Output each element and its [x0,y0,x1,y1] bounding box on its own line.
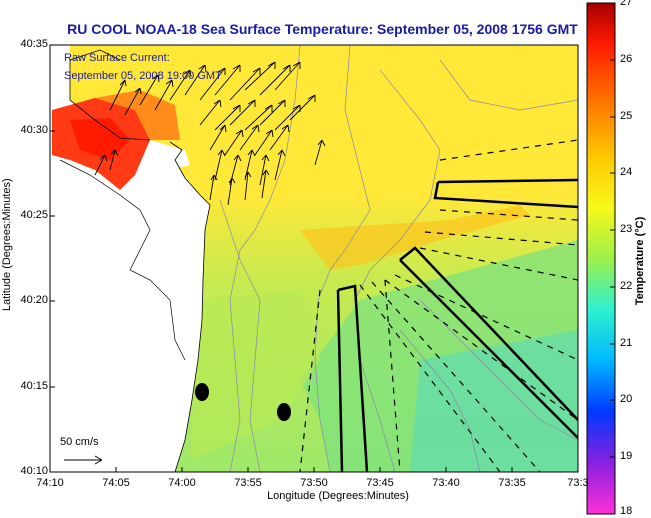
x-tick-label: 73:40 [432,477,460,489]
land-area [50,45,70,110]
legend-current-time: September 05, 2008 19:00 GMT [64,70,222,82]
colorbar-tick-label: 21 [620,337,633,349]
bathymetry-contours [219,45,578,472]
scale-label: 50 cm/s [60,436,99,448]
colorbar-tick-label: 18 [620,505,633,517]
y-tick-label: 40:10 [20,465,48,477]
x-tick-label: 73:55 [234,477,262,489]
coastline [59,159,186,361]
warm-water-band [300,205,530,270]
colorbar-tick-label: 23 [620,223,633,235]
land-area [50,160,205,472]
tick-marks [49,44,579,473]
x-tick-label: 74:00 [168,477,196,489]
station-marker [277,403,291,421]
x-tick-label: 74:05 [102,477,130,489]
transects [299,139,578,472]
colorbar-tick-label: 24 [620,166,633,178]
colorbar-tick-label: 27 [620,0,633,8]
colorbar [586,2,616,515]
y-tick-label: 40:35 [20,38,48,50]
x-tick-label: 73:3 [567,477,589,489]
x-axis-label: Longitude (Degrees:Minutes) [267,490,409,502]
colorbar-ticks [610,59,615,458]
y-tick-label: 40:15 [20,380,48,392]
x-tick-label: 73:35 [498,477,526,489]
x-tick-label: 73:50 [300,477,328,489]
y-tick-label: 40:30 [20,124,48,136]
current-vectors [94,61,326,206]
cool-water-patch [190,290,320,460]
coastline [69,49,211,472]
colorbar-tick-label: 25 [620,110,633,122]
station-marker [195,383,209,401]
x-tick-label: 73:45 [366,477,394,489]
scale-arrow [64,455,103,465]
colorbar-tick-label: 22 [620,280,633,292]
cool-water-patch [410,330,578,472]
colorbar-label: Temperature (°C) [634,216,646,306]
colorbar-tick-label: 20 [620,393,633,405]
colorbar-tick-label: 19 [620,450,633,462]
colorbar-tick-label: 26 [620,53,633,65]
x-tick-label: 74:10 [36,477,64,489]
map-title: RU COOL NOAA-18 Sea Surface Temperature:… [67,21,578,37]
legend-current-label: Raw Surface Current: [64,52,170,64]
land-area [150,140,190,170]
hot-water-patch [70,118,130,160]
y-tick-label: 40:20 [20,294,48,306]
y-axis-label: Latitude (Degrees:Minutes) [1,178,13,311]
y-tick-label: 40:25 [20,209,48,221]
